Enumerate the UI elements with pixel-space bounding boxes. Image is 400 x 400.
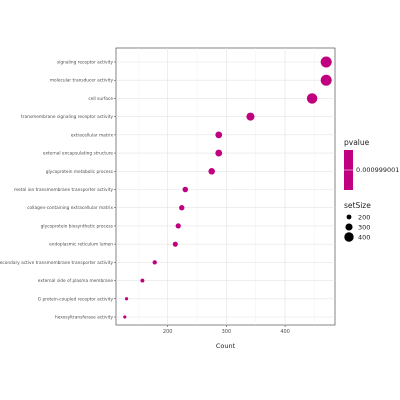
data-point [152,260,157,265]
data-point [320,74,332,86]
x-axis-ticks: 200 300 400 [114,61,290,335]
category-label: G protein-coupled receptor activity [38,296,114,302]
legend-pvalue-title: pvalue [344,138,370,147]
legend-size-label: 300 [358,223,370,231]
data-point [172,241,178,247]
data-point [182,186,189,193]
data-points [123,56,332,319]
category-labels: signaling receptor activity molecular tra… [0,60,114,321]
grid-lines [116,48,335,325]
category-label: collagen-containing extracellular matrix [27,205,113,211]
category-label: hexosyltransferase activity [55,315,113,321]
data-point [123,315,127,319]
legend-pvalue-label: 0.000999001 [356,166,399,174]
data-point [179,205,185,211]
legend-size-dot [344,232,354,242]
x-axis-title: Count [216,342,236,350]
category-label: metal ion transmembrane transporter acti… [14,187,113,193]
legend-pvalue: pvalue 0.000999001 [344,138,399,190]
category-label: extracellular matrix [71,132,114,138]
data-point [246,112,255,121]
category-label: transmembrane signaling receptor activit… [21,114,113,120]
data-point [306,93,318,104]
category-label: endoplasmic reticulum lumen [49,242,113,248]
category-label: secondary active transmembrane transport… [0,260,113,266]
plot-panel [115,47,336,326]
category-label: external side of plasma membrane [38,278,114,284]
data-point [208,168,215,175]
category-label: glycoprotein biosynthetic process [41,223,114,229]
category-label: cell surface [88,96,113,102]
x-tick-label: 200 [163,329,173,335]
category-label: glycoprotein metabolic process [46,169,114,175]
data-point [124,297,129,301]
x-tick-label: 400 [280,329,290,335]
legend-size-dot [345,223,353,231]
legend-setsize-title: setSize [344,201,371,210]
data-point [320,56,332,68]
category-label: molecular transducer activity [50,78,114,84]
data-point [215,149,223,157]
legend-size-dot [346,214,352,220]
data-point [215,131,223,139]
x-tick-label: 300 [222,329,232,335]
legend-size-label: 400 [358,233,370,241]
category-label: external encapsulating structure [43,151,113,157]
legend-setsize: setSize 200 300 400 [344,201,371,242]
data-point [140,278,145,283]
data-point [175,223,181,229]
legend-size-label: 200 [358,213,370,221]
category-label: signaling receptor activity [57,60,114,66]
